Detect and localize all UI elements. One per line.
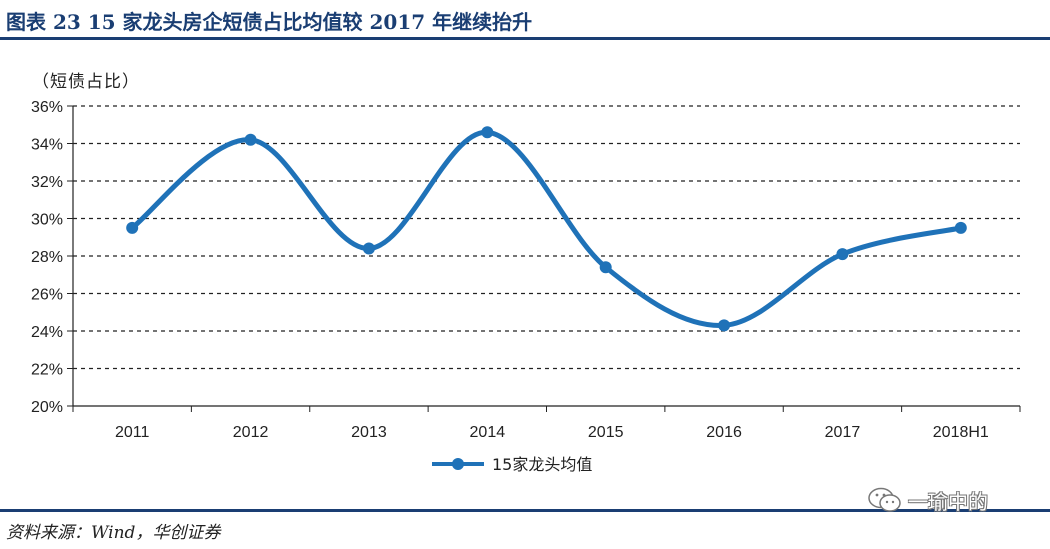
y-tick-label: 20%	[31, 399, 63, 416]
data-point	[836, 248, 849, 261]
y-tick-label: 28%	[31, 249, 63, 266]
data-point	[244, 133, 257, 146]
x-tick-label: 2015	[588, 424, 624, 441]
x-tick-labels: 2011 2012 2013 2014 2015 2016 2017 2018H1	[115, 424, 989, 441]
x-tick-label: 2016	[706, 424, 742, 441]
x-tick-label: 2018H1	[933, 424, 989, 441]
grid-lines	[73, 105, 1020, 370]
y-tick-label: 34%	[31, 137, 63, 154]
y-tick-labels: 20% 22% 24% 26% 28% 30% 32% 34% 36%	[31, 99, 63, 416]
figure-title: 图表 23 15 家龙头房企短债占比均值较 2017 年继续抬升	[6, 10, 533, 34]
series-line	[129, 129, 964, 328]
x-tick-label: 2012	[233, 424, 269, 441]
title-rule	[0, 37, 1050, 40]
x-tick-label: 2017	[825, 424, 861, 441]
data-point	[126, 221, 139, 234]
data-point	[954, 221, 967, 234]
data-point	[481, 126, 494, 139]
y-tick-label: 36%	[31, 99, 63, 116]
watermark-text: 一瑜中的	[908, 489, 988, 514]
axes	[67, 105, 1021, 412]
x-tick-label: 2013	[351, 424, 387, 441]
data-point	[362, 242, 375, 255]
source-note: 资料来源：Wind，华创证券	[6, 523, 221, 543]
y-axis-label: （短债占比）	[32, 72, 140, 92]
data-point	[599, 261, 612, 274]
y-tick-label: 30%	[31, 212, 63, 229]
x-tick-label: 2014	[470, 424, 506, 441]
x-tick-label: 2011	[115, 424, 150, 441]
legend: 15家龙头均值	[432, 455, 592, 474]
y-tick-label: 32%	[31, 174, 63, 191]
y-tick-label: 22%	[31, 362, 63, 379]
y-tick-label: 24%	[31, 324, 63, 341]
legend-label: 15家龙头均值	[492, 455, 592, 474]
data-point	[718, 319, 731, 332]
y-tick-label: 26%	[31, 287, 63, 304]
watermark: 一瑜中的	[868, 485, 988, 515]
wechat-icon	[868, 487, 901, 512]
figure-header: 图表 23 15 家龙头房企短债占比均值较 2017 年继续抬升	[0, 0, 1050, 40]
legend-point-marker	[452, 458, 464, 470]
source-rule	[0, 509, 1050, 512]
series-layer	[126, 126, 967, 332]
